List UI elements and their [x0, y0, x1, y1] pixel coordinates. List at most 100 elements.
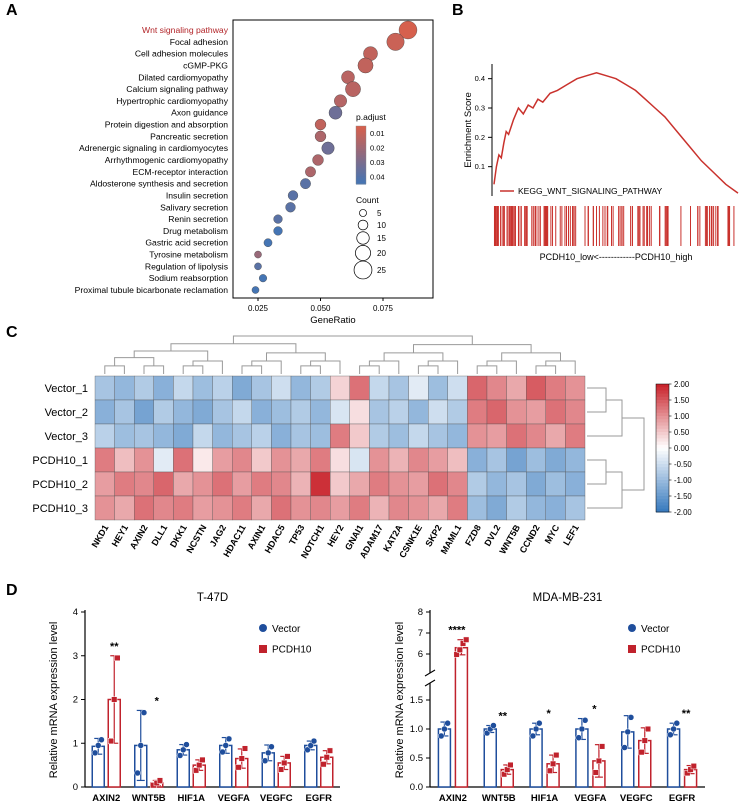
heatmap-cell — [134, 375, 154, 401]
y-tick-label: 6 — [418, 649, 423, 660]
heatmap-cell — [290, 447, 311, 473]
colorbar-gradient — [656, 403, 669, 407]
data-point-square — [156, 777, 163, 784]
heatmap-cell — [310, 447, 331, 473]
heatmap-col-label: MYC — [543, 523, 562, 546]
data-point-circle — [532, 725, 540, 733]
heatmap-cell — [408, 375, 429, 401]
padjust-gradient — [356, 145, 366, 148]
heatmap-row-label: PCDH10_3 — [32, 503, 88, 515]
plot-frame — [232, 19, 434, 299]
heatmap-cell — [428, 447, 448, 473]
pathway-dot — [254, 262, 262, 271]
data-point-circle — [673, 719, 681, 727]
colorbar-tick-label: -1.50 — [674, 492, 692, 501]
heatmap-cell — [271, 423, 292, 449]
data-point-square — [638, 749, 645, 756]
heatmap-row-label: PCDH10_1 — [32, 455, 88, 467]
pathway-dot — [287, 190, 299, 201]
padjust-gradient — [356, 151, 366, 154]
pathway-label: Aldosterone synthesis and secretion — [90, 179, 228, 189]
heatmap-cell — [114, 375, 135, 401]
heatmap-cell — [153, 471, 174, 497]
data-point-square — [456, 646, 463, 653]
x-tick-label: 0.050 — [310, 304, 331, 313]
padjust-gradient — [356, 143, 366, 146]
padjust-gradient — [356, 135, 366, 139]
heatmap-cell — [173, 495, 194, 521]
data-point-square — [687, 766, 694, 773]
hit-barcode — [493, 206, 735, 246]
heatmap-cell — [173, 423, 194, 449]
pathway-label: Hypertrophic cardiomyopathy — [116, 96, 228, 106]
colorbar-tick-label: 0.50 — [674, 428, 690, 437]
heatmap-cell — [447, 447, 468, 473]
legend-pcdh10-label: PCDH10 — [272, 645, 312, 656]
heatmap-cell — [251, 423, 272, 449]
axis-break-mark — [424, 679, 436, 687]
heatmap-cell — [506, 399, 527, 425]
heatmap-col-label: LEF1 — [561, 523, 581, 547]
colorbar-gradient — [656, 387, 669, 391]
dendrogram-branch — [535, 365, 557, 374]
colorbar-tick-label: 1.00 — [674, 412, 690, 421]
pathway-label: Focal adhesion — [170, 37, 229, 47]
heatmap-cell — [192, 423, 213, 449]
data-point-circle — [98, 736, 105, 743]
heatmap-cell — [251, 399, 272, 425]
category-label: HIF1A — [531, 793, 559, 804]
colorbar-tick-label: 1.50 — [674, 396, 690, 405]
heatmap-cell — [467, 423, 488, 449]
pathway-dot — [273, 214, 283, 224]
heatmap-cell — [349, 471, 370, 497]
panel-label-b: B — [452, 2, 464, 19]
pathway-label: Cell adhesion molecules — [135, 49, 228, 59]
colorbar-gradient — [656, 444, 669, 449]
data-point-circle — [222, 742, 229, 749]
heatmap-cell — [310, 471, 331, 497]
heatmap-col-label: TP53 — [287, 523, 306, 547]
heatmap-cell — [369, 375, 390, 401]
colorbar-gradient — [656, 406, 669, 411]
count-tick-label: 15 — [377, 234, 386, 243]
pathway-label: Regulation of lipolysis — [145, 261, 228, 271]
heatmap-cell — [349, 399, 370, 425]
data-point-circle — [268, 743, 275, 750]
heatmap-cell — [290, 423, 311, 449]
colorbar-gradient — [656, 384, 669, 388]
data-point-circle — [265, 749, 272, 757]
dendrogram-branch — [310, 360, 341, 374]
y-tick-label: 2 — [73, 695, 78, 706]
colorbar-gradient — [656, 390, 669, 395]
dendrogram-branch — [501, 352, 561, 362]
heatmap-cell — [173, 471, 194, 497]
data-point-square — [199, 756, 206, 763]
data-point-circle — [183, 741, 190, 748]
count-legend-circle — [357, 219, 369, 231]
heatmap-cell — [134, 399, 154, 425]
heatmap-cell — [94, 471, 115, 497]
data-point-circle — [304, 746, 311, 754]
colorbar-gradient — [656, 480, 669, 484]
heatmap-cell — [526, 495, 546, 521]
panel-label-c: C — [6, 324, 18, 341]
heatmap-cell — [173, 375, 194, 401]
padjust-gradient — [356, 176, 366, 179]
padjust-gradient — [356, 168, 366, 172]
colorbar-gradient — [656, 457, 669, 462]
heatmap-cell — [506, 423, 527, 449]
data-point-square — [235, 764, 242, 771]
heatmap-col-label: FZD8 — [463, 523, 483, 547]
heatmap-cell — [428, 471, 448, 497]
heatmap-cell — [447, 375, 468, 401]
heatmap-cell — [251, 471, 272, 497]
colorbar-gradient — [656, 393, 669, 398]
count-legend-circle — [356, 231, 370, 245]
padjust-gradient — [356, 131, 366, 135]
heatmap-cell — [173, 399, 194, 425]
pathway-label: Proximal tubule bicarbonate reclamation — [75, 285, 229, 295]
pathway-dot — [305, 166, 316, 178]
padjust-gradient — [356, 147, 366, 150]
legend-vector-label: Vector — [641, 624, 670, 635]
